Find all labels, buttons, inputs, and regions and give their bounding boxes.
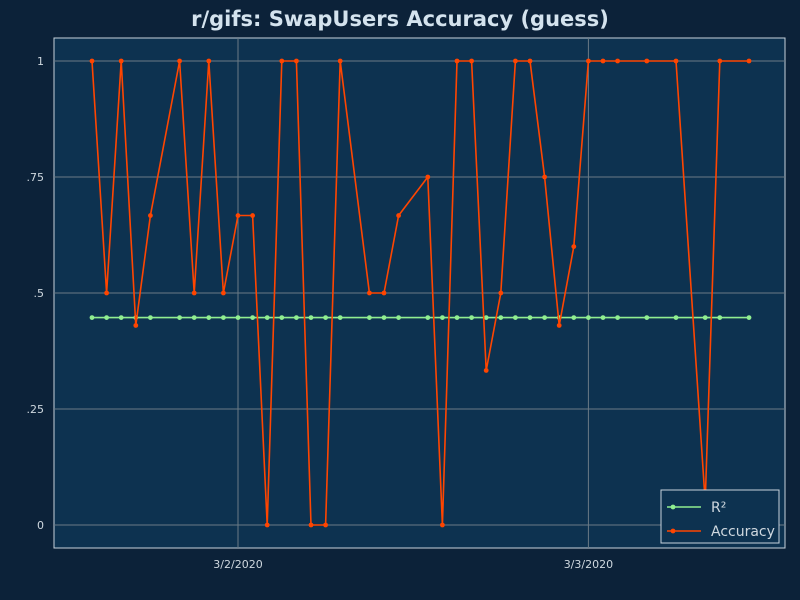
chart-title: r/gifs: SwapUsers Accuracy (guess) <box>191 7 609 31</box>
y-tick-label: 0 <box>37 519 44 532</box>
data-point <box>425 174 431 180</box>
data-point <box>644 58 650 64</box>
data-point <box>483 368 489 373</box>
data-point <box>717 315 723 320</box>
data-point <box>206 315 212 320</box>
data-point <box>440 315 445 320</box>
legend-item[interactable]: R² <box>667 500 726 516</box>
data-point <box>381 315 387 320</box>
data-point <box>571 244 577 250</box>
data-point <box>454 58 460 64</box>
data-point <box>308 315 314 320</box>
data-point <box>337 58 343 64</box>
data-point <box>746 58 752 64</box>
legend-swatch-marker <box>670 528 676 534</box>
data-point <box>191 290 197 296</box>
data-point <box>396 315 401 320</box>
data-point <box>250 213 256 218</box>
data-point <box>702 315 708 320</box>
legend-label: R² <box>711 500 726 516</box>
data-point <box>600 315 606 320</box>
legend-box <box>660 489 780 544</box>
data-point <box>104 315 109 320</box>
data-point <box>279 58 285 64</box>
data-point <box>673 315 679 320</box>
legend-swatch-marker <box>670 504 676 510</box>
data-point <box>279 315 285 320</box>
data-point <box>527 58 533 64</box>
x-tick-label: 3/3/2020 <box>564 558 613 571</box>
series-1 <box>89 58 752 528</box>
legend-label: Accuracy <box>711 524 775 540</box>
x-tick-label: 3/2/2020 <box>213 558 262 571</box>
y-tick-label: 1 <box>37 55 44 68</box>
data-point <box>337 315 343 320</box>
data-point <box>89 315 95 320</box>
grid-lines <box>54 38 785 548</box>
data-point <box>644 315 650 320</box>
data-point <box>133 323 139 328</box>
data-point <box>235 213 241 218</box>
data-point <box>264 315 270 320</box>
x-axis-ticks: 3/2/2020 3/3/2020 <box>213 558 613 571</box>
data-point <box>498 290 504 296</box>
data-point <box>615 315 620 320</box>
data-point <box>148 315 153 320</box>
data-point <box>571 315 577 320</box>
data-point <box>235 315 241 320</box>
data-point <box>118 58 124 64</box>
data-point <box>542 315 547 320</box>
data-point <box>513 58 518 64</box>
data-point <box>89 58 95 64</box>
data-point <box>221 290 226 296</box>
y-axis-ticks: 0 .25 .5 .75 1 <box>27 55 45 532</box>
data-point <box>513 315 518 320</box>
legend-item[interactable]: Accuracy <box>667 524 775 540</box>
y-tick-label: .5 <box>34 287 45 300</box>
data-point <box>498 315 504 320</box>
data-point <box>104 290 109 296</box>
data-point <box>206 58 212 64</box>
data-point <box>191 315 197 320</box>
data-point <box>454 315 460 320</box>
data-point <box>381 290 387 296</box>
y-tick-label: .75 <box>27 171 45 184</box>
legend[interactable]: R² Accuracy <box>660 489 780 544</box>
data-point <box>177 58 183 64</box>
data-point <box>294 58 299 64</box>
data-point <box>148 213 153 218</box>
data-point <box>673 58 679 64</box>
data-point <box>294 315 299 320</box>
data-point <box>323 315 328 320</box>
data-point <box>308 522 314 528</box>
data-point <box>264 522 270 528</box>
series-0 <box>89 315 752 320</box>
data-point <box>425 315 431 320</box>
data-point <box>323 522 328 528</box>
data-point <box>396 213 401 218</box>
y-tick-label: .25 <box>27 403 45 416</box>
data-point <box>177 315 183 320</box>
data-point <box>586 58 591 64</box>
data-point <box>483 315 489 320</box>
data-point <box>440 522 445 528</box>
data-point <box>542 174 547 180</box>
data-point <box>527 315 533 320</box>
data-point <box>586 315 591 320</box>
data-point <box>469 58 474 64</box>
data-point <box>469 315 474 320</box>
data-point <box>615 58 620 64</box>
data-point <box>118 315 124 320</box>
data-point <box>600 58 606 64</box>
data-point <box>250 315 256 320</box>
data-point <box>556 323 562 328</box>
data-point <box>717 58 723 64</box>
data-point <box>367 290 372 296</box>
series-group <box>89 58 752 528</box>
data-point <box>746 315 752 320</box>
data-point <box>221 315 226 320</box>
data-point <box>367 315 372 320</box>
